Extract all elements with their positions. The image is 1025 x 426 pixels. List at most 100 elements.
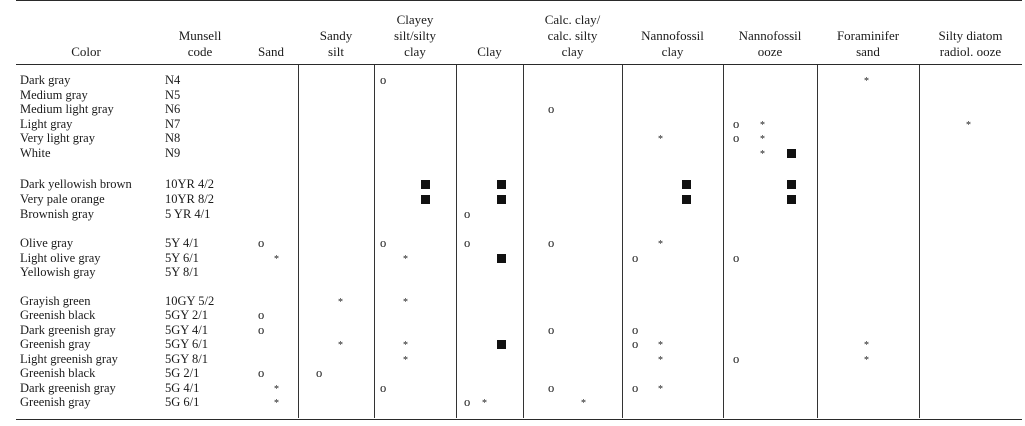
header-munsell: Munsell code <box>156 6 244 60</box>
filled-square-marker <box>682 180 691 189</box>
open-circle-marker: o <box>548 381 555 395</box>
header-clay: Clay <box>456 6 523 60</box>
filled-square-marker <box>787 195 796 204</box>
munsell-code: 5GY 8/1 <box>165 352 208 366</box>
table-row: Greenish gray 5G 6/1 * o * * <box>16 395 1022 409</box>
asterisk-marker: * <box>760 149 765 160</box>
asterisk-marker: * <box>338 340 343 351</box>
table-row: White N9 * <box>16 146 1022 160</box>
filled-square-marker <box>787 180 796 189</box>
open-circle-marker: o <box>548 236 555 250</box>
munsell-code: 10GY 5/2 <box>165 294 215 308</box>
asterisk-marker: * <box>658 384 663 395</box>
asterisk-marker: * <box>403 355 408 366</box>
open-circle-marker: o <box>380 236 387 250</box>
color-name: Greenish black <box>20 366 96 380</box>
open-circle-marker: o <box>632 381 639 395</box>
table-row: Very pale orange 10YR 8/2 <box>16 192 1022 206</box>
table-row: Greenish black 5G 2/1 o o <box>16 366 1022 380</box>
table-row: Light greenish gray 5GY 8/1 * * o * <box>16 352 1022 366</box>
munsell-code: N5 <box>165 88 181 102</box>
header-sandy-silt: Sandy silt <box>298 6 374 60</box>
table-row: Dark greenish gray 5G 4/1 * o o o * <box>16 381 1022 395</box>
open-circle-marker: o <box>632 251 639 265</box>
munsell-code: 10YR 8/2 <box>165 192 214 206</box>
open-circle-marker: o <box>258 323 265 337</box>
munsell-code: 5GY 6/1 <box>165 337 208 351</box>
filled-square-marker <box>682 195 691 204</box>
color-name: Light greenish gray <box>20 352 118 366</box>
color-name: White <box>20 146 51 160</box>
column-divider <box>723 65 724 418</box>
table-row: Greenish black 5GY 2/1 o <box>16 308 1022 322</box>
header-clayey-silt: Clayey silt/silty clay <box>374 6 456 60</box>
header-label: Clay <box>477 44 502 59</box>
top-rule <box>16 0 1022 1</box>
open-circle-marker: o <box>733 117 740 131</box>
asterisk-marker: * <box>403 254 408 265</box>
color-name: Medium gray <box>20 88 88 102</box>
color-name: Greenish gray <box>20 337 91 351</box>
color-name: Light olive gray <box>20 251 101 265</box>
header-label: Nannofossil clay <box>641 28 704 59</box>
asterisk-marker: * <box>760 134 765 145</box>
header-label: Munsell code <box>178 28 222 59</box>
asterisk-marker: * <box>403 340 408 351</box>
asterisk-marker: * <box>482 398 487 409</box>
asterisk-marker: * <box>658 340 663 351</box>
header-nanno-ooze: Nannofossil ooze <box>723 6 817 60</box>
color-name: Grayish green <box>20 294 91 308</box>
header-nanno-clay: Nannofossil clay <box>622 6 723 60</box>
color-name: Very pale orange <box>20 192 105 206</box>
filled-square-marker <box>421 195 430 204</box>
color-name: Greenish black <box>20 308 96 322</box>
header-label: Color <box>71 44 101 59</box>
color-name: Dark yellowish brown <box>20 177 132 191</box>
munsell-code: 5Y 4/1 <box>165 236 199 250</box>
asterisk-marker: * <box>658 239 663 250</box>
munsell-code: 5G 2/1 <box>165 366 200 380</box>
table-row: Grayish green 10GY 5/2 * * <box>16 294 1022 308</box>
table-row: Light olive gray 5Y 6/1 * * o o <box>16 251 1022 265</box>
color-name: Olive gray <box>20 236 74 250</box>
munsell-code: 5G 6/1 <box>165 395 200 409</box>
header-silty-diatom: Silty diatom radiol. ooze <box>919 6 1022 60</box>
open-circle-marker: o <box>258 366 265 380</box>
munsell-code: 5GY 2/1 <box>165 308 208 322</box>
filled-square-marker <box>787 149 796 158</box>
color-name: Greenish gray <box>20 395 91 409</box>
column-divider <box>523 65 524 418</box>
bottom-rule <box>16 419 1022 420</box>
open-circle-marker: o <box>316 366 323 380</box>
open-circle-marker: o <box>632 323 639 337</box>
header-label: Sand <box>258 44 284 59</box>
header-label: Clayey silt/silty clay <box>394 12 436 59</box>
filled-square-marker <box>497 340 506 349</box>
asterisk-marker: * <box>274 398 279 409</box>
color-lithology-table: Color Munsell code Sand Sandy silt Clayey si… <box>16 0 1022 420</box>
asterisk-marker: * <box>864 76 869 87</box>
asterisk-marker: * <box>403 297 408 308</box>
header-foram-sand: Foraminifer sand <box>817 6 919 60</box>
open-circle-marker: o <box>733 131 740 145</box>
open-circle-marker: o <box>380 73 387 87</box>
column-divider <box>622 65 623 418</box>
column-divider <box>456 65 457 418</box>
filled-square-marker <box>497 180 506 189</box>
munsell-code: N7 <box>165 117 181 131</box>
open-circle-marker: o <box>548 102 555 116</box>
header-calc-clay: Calc. clay/ calc. silty clay <box>523 6 622 60</box>
color-name: Dark gray <box>20 73 71 87</box>
open-circle-marker: o <box>733 352 740 366</box>
asterisk-marker: * <box>864 355 869 366</box>
asterisk-marker: * <box>966 120 971 131</box>
munsell-code: 5 YR 4/1 <box>165 207 211 221</box>
table-row: Yellowish gray 5Y 8/1 <box>16 265 1022 279</box>
header-sand: Sand <box>244 6 298 60</box>
table-row: Dark greenish gray 5GY 4/1 o o o <box>16 323 1022 337</box>
asterisk-marker: * <box>338 297 343 308</box>
header-color: Color <box>16 6 156 60</box>
color-name: Brownish gray <box>20 207 94 221</box>
asterisk-marker: * <box>274 384 279 395</box>
color-name: Dark greenish gray <box>20 381 116 395</box>
